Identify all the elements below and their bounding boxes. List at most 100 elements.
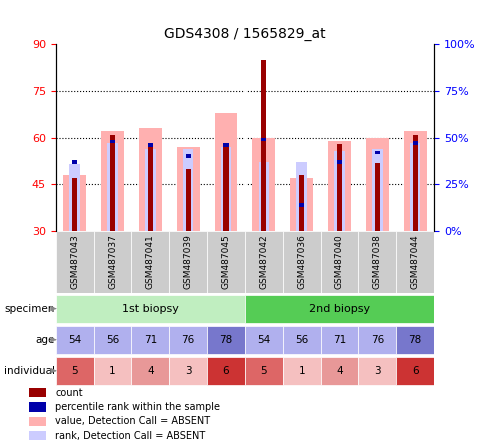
Text: GSM487041: GSM487041	[146, 234, 154, 289]
Bar	[252, 138, 274, 231]
Text: GSM487040: GSM487040	[334, 234, 343, 289]
Text: 54: 54	[68, 335, 81, 345]
Bar	[107, 143, 118, 231]
Text: 78: 78	[219, 335, 232, 345]
Bar	[374, 151, 379, 155]
Bar	[328, 141, 350, 231]
Bar	[101, 131, 123, 231]
Bar	[93, 357, 131, 385]
Bar	[290, 178, 312, 231]
Bar	[409, 143, 420, 231]
Bar	[223, 143, 228, 147]
Bar	[177, 147, 199, 231]
Bar	[56, 231, 93, 293]
Bar	[63, 175, 86, 231]
Text: GSM487042: GSM487042	[259, 234, 268, 289]
Bar	[207, 357, 244, 385]
Bar	[148, 147, 152, 231]
Bar	[110, 139, 115, 143]
Text: percentile rank within the sample: percentile rank within the sample	[55, 402, 220, 412]
Text: 78: 78	[408, 335, 421, 345]
Bar	[29, 402, 45, 412]
Text: 5: 5	[260, 366, 267, 376]
Bar	[56, 326, 93, 353]
Title: GDS4308 / 1565829_at: GDS4308 / 1565829_at	[164, 27, 325, 40]
Bar	[244, 326, 282, 353]
Bar	[336, 160, 341, 164]
Text: GSM487036: GSM487036	[297, 234, 305, 289]
Text: specimen: specimen	[5, 304, 55, 313]
Bar	[223, 147, 228, 231]
Bar	[185, 169, 190, 231]
Bar	[299, 203, 303, 206]
Bar	[72, 178, 77, 231]
Bar	[395, 357, 433, 385]
Bar	[220, 147, 231, 231]
Text: 56: 56	[106, 335, 119, 345]
Bar	[207, 231, 244, 293]
Text: 6: 6	[411, 366, 418, 376]
Bar	[282, 357, 320, 385]
Text: age: age	[35, 335, 55, 345]
Bar	[282, 326, 320, 353]
Bar	[110, 135, 115, 231]
Text: 4: 4	[335, 366, 342, 376]
Text: individual: individual	[4, 366, 55, 376]
Bar	[395, 326, 433, 353]
Text: 3: 3	[184, 366, 191, 376]
Bar	[148, 143, 152, 147]
Bar	[395, 231, 433, 293]
Bar	[244, 295, 433, 322]
Bar	[169, 357, 207, 385]
Text: 76: 76	[370, 335, 383, 345]
Bar	[131, 357, 169, 385]
Bar	[358, 326, 395, 353]
Bar	[358, 357, 395, 385]
Text: GSM487039: GSM487039	[183, 234, 192, 289]
Bar	[296, 162, 306, 231]
Text: GSM487038: GSM487038	[372, 234, 381, 289]
Bar	[214, 113, 237, 231]
Bar	[72, 160, 77, 164]
Text: 4: 4	[147, 366, 153, 376]
Text: GSM487045: GSM487045	[221, 234, 230, 289]
Bar	[412, 141, 417, 145]
Text: GSM487043: GSM487043	[70, 234, 79, 289]
Bar	[93, 326, 131, 353]
Bar	[169, 231, 207, 293]
Bar	[282, 231, 320, 293]
Bar	[258, 162, 269, 231]
Bar	[185, 155, 190, 158]
Bar	[131, 231, 169, 293]
Bar	[145, 149, 155, 231]
Bar	[56, 295, 244, 322]
Bar	[403, 131, 425, 231]
Text: 56: 56	[294, 335, 308, 345]
Bar	[320, 326, 358, 353]
Text: 54: 54	[257, 335, 270, 345]
Bar	[69, 164, 80, 231]
Bar	[412, 135, 417, 231]
Bar	[93, 231, 131, 293]
Bar	[182, 149, 193, 231]
Bar	[320, 231, 358, 293]
Bar	[299, 175, 303, 231]
Bar	[371, 149, 382, 231]
Bar	[29, 388, 45, 397]
Bar	[244, 231, 282, 293]
Text: 71: 71	[143, 335, 157, 345]
Bar	[169, 326, 207, 353]
Text: value, Detection Call = ABSENT: value, Detection Call = ABSENT	[55, 416, 210, 426]
Bar	[358, 231, 395, 293]
Bar	[139, 128, 161, 231]
Text: rank, Detection Call = ABSENT: rank, Detection Call = ABSENT	[55, 431, 205, 441]
Bar	[261, 60, 266, 231]
Bar	[29, 416, 45, 426]
Bar	[207, 326, 244, 353]
Text: 2nd biopsy: 2nd biopsy	[308, 304, 369, 313]
Bar	[29, 431, 45, 440]
Text: 6: 6	[222, 366, 229, 376]
Bar	[365, 138, 388, 231]
Bar	[333, 151, 344, 231]
Bar	[131, 326, 169, 353]
